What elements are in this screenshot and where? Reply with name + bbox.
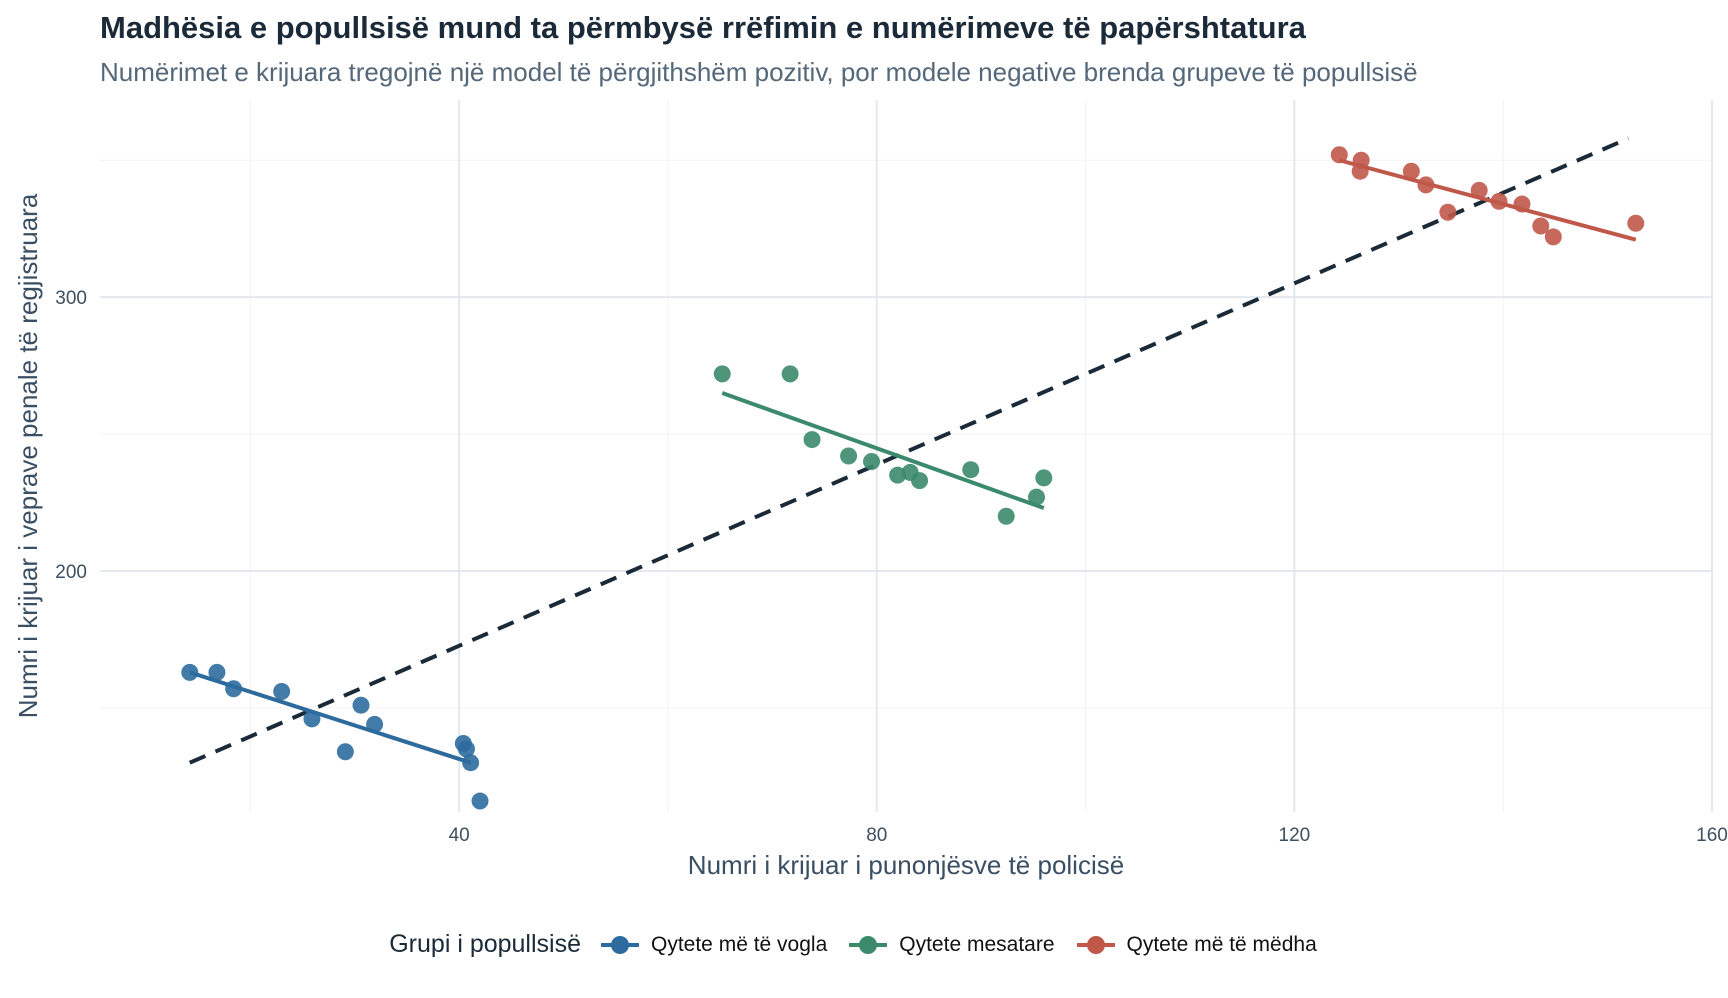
data-point — [352, 696, 370, 714]
overall-trend-line — [188, 136, 1630, 765]
chart-title: Madhësia e popullsisë mund ta përmbysë r… — [100, 10, 1306, 45]
data-point — [457, 740, 475, 758]
x-tick-label: 80 — [866, 825, 887, 846]
data-point — [1035, 469, 1053, 487]
data-point — [781, 365, 799, 383]
data-point — [471, 792, 489, 810]
data-point — [1544, 228, 1562, 246]
data-point — [962, 461, 980, 479]
data-point — [1627, 214, 1645, 232]
x-axis-label: Numri i krijuar i punonjësve të policisë — [688, 850, 1124, 880]
legend-item-medium-cities: Qytete mesatare — [849, 932, 1055, 957]
data-point — [803, 431, 821, 449]
y-axis-label: Numri i krijuar i veprave penale të regj… — [13, 193, 43, 718]
legend-title: Grupi i popullsisë — [389, 930, 581, 958]
data-point — [713, 365, 731, 383]
y-tick-label: 200 — [55, 562, 87, 583]
data-point — [911, 472, 929, 490]
data-point — [997, 507, 1015, 525]
x-tick-label: 160 — [1696, 825, 1728, 846]
group-trend-line — [189, 670, 472, 765]
legend-key-dot — [1086, 935, 1105, 954]
data-point — [1028, 488, 1046, 506]
legend: Grupi i popullsisë Qytete më të vogla Qy… — [0, 930, 1728, 959]
legend-key-medium-cities — [849, 935, 888, 955]
legend-item-small-cities: Qytete më të vogla — [601, 933, 827, 957]
legend-key-large-cities — [1076, 935, 1115, 955]
legend-key-dot — [611, 935, 629, 954]
data-point — [273, 683, 291, 701]
data-point — [840, 447, 858, 465]
data-point — [1532, 217, 1550, 235]
legend-item-large-cities: Qytete më të mëdha — [1076, 932, 1317, 957]
x-tick-label: 40 — [449, 825, 470, 846]
group-trend-line — [721, 391, 1045, 510]
legend-label-medium-cities: Qytete mesatare — [899, 932, 1055, 956]
legend-label-large-cities: Qytete më të mëdha — [1126, 932, 1317, 956]
legend-label-small-cities: Qytete më të vogla — [651, 932, 828, 956]
chart-subtitle: Numërimet e krijuara tregojnë një model … — [100, 57, 1418, 87]
y-tick-label: 300 — [55, 288, 87, 309]
x-tick-label: 120 — [1279, 825, 1311, 846]
legend-key-dot — [859, 935, 878, 954]
data-point — [336, 743, 354, 761]
data-point — [1330, 146, 1348, 164]
legend-key-small-cities — [601, 935, 639, 955]
data-point — [1402, 162, 1420, 180]
data-point — [863, 452, 881, 470]
data-point — [1439, 203, 1457, 221]
group-trend-line — [1338, 158, 1637, 242]
data-point — [208, 663, 226, 681]
